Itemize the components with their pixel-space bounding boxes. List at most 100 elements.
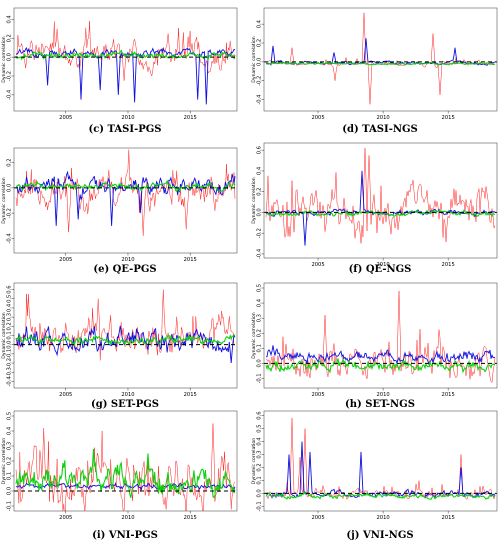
y-tick-label: 0.0	[257, 58, 263, 66]
series-line-green	[265, 62, 496, 66]
x-tick-label: 2005	[59, 392, 72, 398]
y-tick-label: 0.6	[7, 285, 13, 293]
y-tick-label: -0.4	[257, 94, 263, 105]
series-line-red	[15, 149, 236, 236]
y-tick-label: -0.4	[7, 233, 13, 244]
panel-caption: (i) VNI-PGS	[92, 530, 158, 541]
x-tick-label: 2010	[377, 515, 390, 521]
x-tick-label: 2005	[59, 515, 72, 521]
y-tick-label: 0.2	[257, 39, 263, 47]
x-tick-label: 2005	[59, 115, 72, 121]
x-tick-label: 2015	[184, 257, 197, 263]
plot-frame	[13, 410, 238, 512]
x-tick-label: 2005	[311, 392, 324, 398]
y-tick-label: 0.1	[7, 472, 13, 480]
y-tick-label: -0.4	[7, 89, 13, 100]
series-line-blue	[15, 170, 236, 226]
y-tick-label: 0.5	[257, 284, 263, 292]
chart-panel: 0.4 0.2 0.0 -0.2 -0.4 2005 2010 2015 Dynamic cor…	[251, 7, 498, 135]
x-tick-label: 2015	[442, 115, 455, 121]
series-line-green	[15, 333, 236, 347]
y-axis-title: Dynamic correlation	[251, 438, 257, 484]
series-line-blue	[265, 441, 496, 499]
y-tick-label: 0.3	[7, 313, 13, 321]
y-tick-label: 0.6	[257, 146, 263, 154]
y-tick-label: -0.4	[7, 376, 13, 387]
y-tick-label: 0.5	[7, 412, 13, 420]
y-tick-label: 0.0	[7, 341, 13, 349]
y-tick-label: 0.0	[7, 487, 13, 495]
y-tick-label: -0.1	[257, 501, 263, 511]
y-axis-title: Dynamic correlation	[1, 177, 7, 223]
chart-panel: 0.2 0.0 -0.2 -0.4 2005 2010 2015 Dynamic correl…	[1, 147, 238, 275]
y-tick-label: -0.2	[7, 208, 13, 218]
y-tick-label: 0.4	[257, 298, 263, 307]
panel-caption: (h) SET-NGS	[345, 399, 415, 410]
panel-caption: (e) QE-PGS	[93, 264, 156, 275]
chart-panel: 0.6 0.4 0.2 0.0 -0.2 -0.4 2005 2010 2015 Dynamic …	[251, 142, 498, 275]
x-tick-label: 2010	[121, 392, 134, 398]
y-tick-label: 0.1	[7, 331, 13, 339]
x-tick-label: 2010	[377, 392, 390, 398]
y-tick-label: 0.3	[257, 450, 263, 458]
chart-panel: 0.6 0.5 0.4 0.3 0.2 0.1 0.0 -0.1 2005 2010 2015 Dyn…	[251, 410, 498, 541]
series-line-red	[15, 289, 236, 361]
y-tick-label: -0.4	[257, 248, 263, 259]
y-tick-label: 0.2	[7, 457, 13, 465]
y-tick-label: 0.2	[7, 34, 13, 42]
plot-frame	[263, 410, 498, 512]
x-tick-label: 2015	[184, 115, 197, 121]
plot-frame	[13, 147, 238, 254]
y-tick-label: -0.2	[257, 76, 263, 86]
y-axis-title: Dynamic correlation	[251, 36, 257, 82]
y-tick-label: 0.2	[257, 188, 263, 196]
y-axis-title: Dynamic correlation	[251, 177, 257, 223]
series-line-red	[265, 290, 496, 383]
panel-caption: (c) TASI-PGS	[88, 124, 161, 135]
y-tick-label: 0.3	[257, 314, 263, 322]
y-axis-title: Dynamic correlation	[1, 36, 7, 82]
x-tick-label: 2005	[59, 257, 72, 263]
plot-frame	[263, 7, 498, 112]
y-tick-label: 0.2	[7, 322, 13, 330]
x-tick-label: 2010	[377, 262, 390, 268]
x-tick-label: 2010	[377, 115, 390, 121]
y-tick-label: -0.2	[7, 71, 13, 81]
panel-caption: (d) TASI-NGS	[342, 124, 418, 135]
y-tick-label: -0.3	[7, 367, 13, 377]
y-axis-title: Dynamic correlation	[1, 438, 7, 484]
series-line-green	[15, 448, 236, 499]
y-tick-label: 0.1	[257, 476, 263, 484]
x-tick-label: 2005	[311, 262, 324, 268]
x-tick-label: 2005	[311, 115, 324, 121]
series-line-red	[265, 12, 495, 105]
y-tick-label: 0.2	[257, 329, 263, 337]
y-tick-label: -0.1	[7, 349, 13, 359]
y-tick-label: 0.3	[7, 442, 13, 450]
series-line-blue	[265, 345, 496, 366]
y-tick-label: -0.2	[7, 358, 13, 368]
y-tick-label: 0.0	[7, 53, 13, 61]
panel-caption: (f) QE-NGS	[349, 264, 412, 275]
y-tick-label: -0.1	[257, 373, 263, 383]
series-line-red	[15, 20, 236, 81]
x-tick-label: 2015	[184, 392, 197, 398]
y-tick-label: 0.0	[257, 208, 263, 216]
x-tick-label: 2010	[121, 257, 134, 263]
y-tick-label: 0.6	[257, 411, 263, 419]
chart-panel: 0.5 0.4 0.3 0.2 0.1 0.0 -0.1 2005 2010 2015 Dynami…	[1, 410, 238, 541]
plot-frame	[13, 7, 238, 112]
plot-frame	[263, 282, 498, 389]
x-tick-label: 2010	[121, 115, 134, 121]
y-tick-label: 0.1	[257, 344, 263, 352]
y-axis-title: Dynamic correlation	[1, 312, 7, 358]
y-tick-label: -0.2	[257, 228, 263, 238]
x-tick-label: 2015	[442, 262, 455, 268]
y-tick-label: 0.0	[7, 184, 13, 192]
y-tick-label: 0.4	[7, 303, 13, 312]
y-tick-label: 0.2	[7, 159, 13, 167]
y-axis-title: Dynamic correlation	[251, 312, 257, 358]
x-tick-label: 2010	[121, 515, 134, 521]
series-line-blue	[265, 38, 496, 66]
y-tick-label: 0.0	[257, 489, 263, 497]
